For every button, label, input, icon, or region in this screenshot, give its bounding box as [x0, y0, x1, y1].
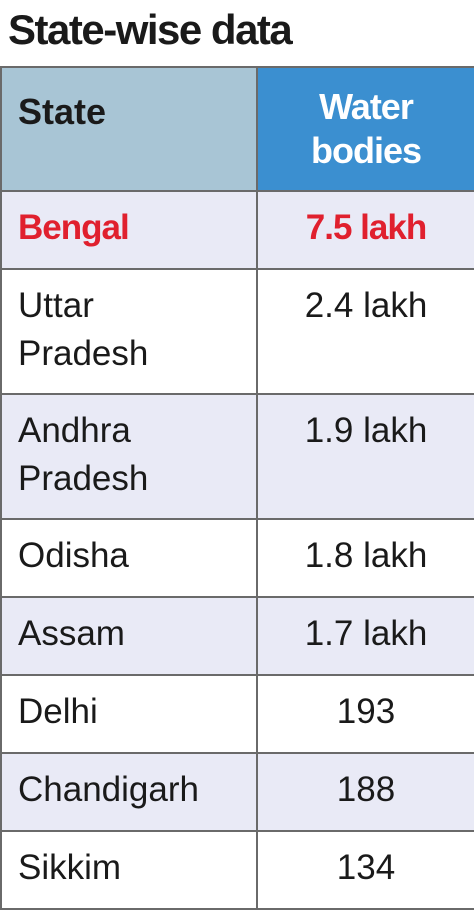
- title: State-wise data: [8, 6, 293, 53]
- table-row: Odisha 1.8 lakh: [0, 518, 474, 598]
- state-cell: Sikkim: [0, 830, 258, 910]
- state-name: Delhi: [18, 692, 98, 731]
- table-row: Assam 1.7 lakh: [0, 596, 474, 676]
- state-name: Assam: [18, 614, 125, 653]
- table-row: Sikkim 134: [0, 830, 474, 910]
- data-table: State Water bodies Bengal 7.5 lakh Uttar P…: [0, 66, 474, 910]
- value-cell: 134: [256, 830, 474, 910]
- state-name: Sikkim: [18, 848, 122, 887]
- header-row: State Water bodies: [0, 66, 474, 192]
- header-cell: State: [0, 66, 258, 192]
- state-cell: Chandigarh: [0, 752, 258, 832]
- table-row: Uttar Pradesh 2.4 lakh: [0, 268, 474, 395]
- table-row: Andhra Pradesh 1.9 lakh: [0, 393, 474, 520]
- table-row: Chandigarh 188: [0, 752, 474, 832]
- state-cell: Assam: [0, 596, 258, 676]
- value-cell: 7.5 lakh: [256, 190, 474, 270]
- value-cell: 188: [256, 752, 474, 832]
- table-body: Bengal 7.5 lakh Uttar Pradesh 2.4 lakh Andhr…: [0, 190, 474, 910]
- value-cell: 1.9 lakh: [256, 393, 474, 520]
- header-cell: Water bodies: [256, 66, 474, 192]
- state-cell: Andhra Pradesh: [0, 393, 258, 520]
- table-row: Delhi 193: [0, 674, 474, 754]
- state-name: Chandigarh: [18, 770, 199, 809]
- state-name: Uttar Pradesh: [18, 286, 149, 373]
- value-cell: 1.7 lakh: [256, 596, 474, 676]
- state-name: Bengal: [18, 208, 130, 247]
- state-cell: Delhi: [0, 674, 258, 754]
- state-name: Odisha: [18, 536, 129, 575]
- state-name: Andhra Pradesh: [18, 411, 149, 498]
- state-cell: Uttar Pradesh: [0, 268, 258, 395]
- value-cell: 1.8 lakh: [256, 518, 474, 598]
- value-cell: 2.4 lakh: [256, 268, 474, 395]
- table-row: Bengal 7.5 lakh: [0, 190, 474, 270]
- value-cell: 193: [256, 674, 474, 754]
- state-cell: Bengal: [0, 190, 258, 270]
- state-cell: Odisha: [0, 518, 258, 598]
